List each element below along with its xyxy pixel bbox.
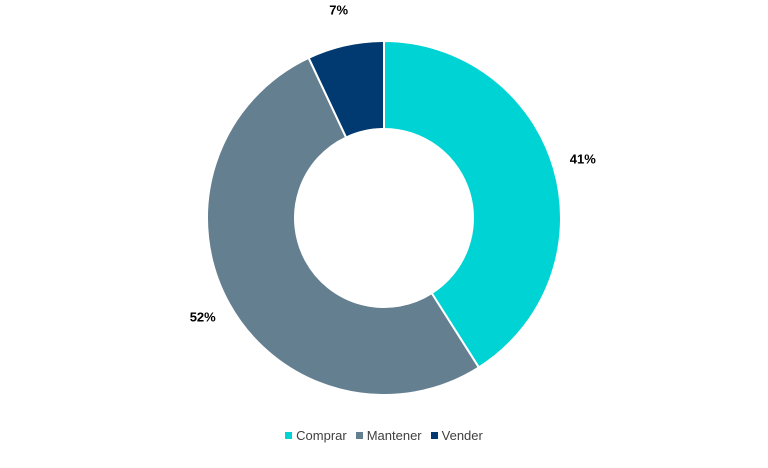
legend-label: Mantener [366, 428, 422, 443]
legend-item-comprar: Comprar [285, 428, 347, 443]
chart-legend: Comprar Mantener Vender [0, 428, 768, 443]
donut-slices [206, 39, 562, 396]
donut-chart-svg: 41% 52% 7% [190, 2, 597, 396]
legend-item-vender: Vender [430, 428, 483, 443]
data-label-comprar: 41% [570, 151, 596, 166]
donut-slice-vender [307, 39, 385, 139]
legend-label: Comprar [296, 428, 347, 443]
legend-label: Vender [441, 428, 483, 443]
data-label-mantener: 52% [190, 310, 216, 325]
legend-item-mantener: Mantener [355, 428, 422, 443]
data-label-vender: 7% [329, 2, 348, 17]
legend-swatch-icon [430, 432, 438, 439]
legend-swatch-icon [285, 432, 293, 439]
donut-slice-mantener [206, 56, 481, 396]
donut-slice-comprar [383, 39, 562, 369]
legend-swatch-icon [355, 432, 363, 439]
donut-labels: 41% 52% 7% [190, 2, 597, 324]
